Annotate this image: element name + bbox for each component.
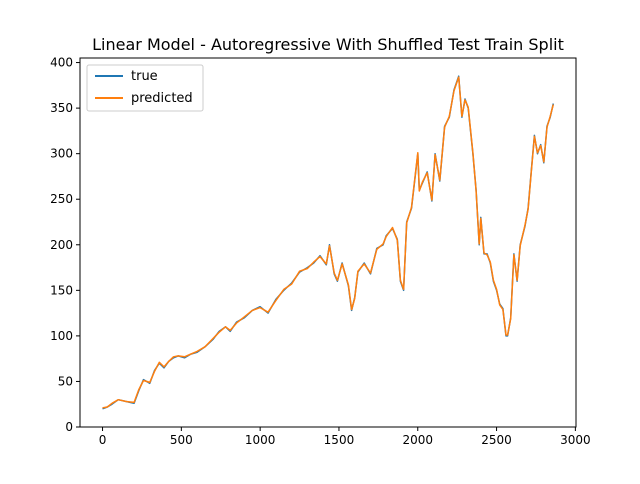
y-tick-label: 300 bbox=[50, 147, 73, 161]
x-tick-label: 2500 bbox=[481, 433, 512, 447]
legend: true predicted bbox=[86, 64, 204, 112]
axis-layer: 0 500 1000 1500 2000 2500 3000 0 50 100 150 200 250 3… bbox=[50, 56, 591, 447]
series-line-predicted bbox=[102, 76, 555, 409]
x-tick-label: 1500 bbox=[324, 433, 355, 447]
x-tick-label: 500 bbox=[170, 433, 193, 447]
y-tick-label: 100 bbox=[50, 329, 73, 343]
y-tick-label: 350 bbox=[50, 101, 73, 115]
plot-layer bbox=[102, 75, 555, 410]
x-tick-label: 0 bbox=[99, 433, 107, 447]
x-tick-label: 1000 bbox=[245, 433, 276, 447]
x-tick-label: 2000 bbox=[402, 433, 433, 447]
legend-label-true: true bbox=[131, 69, 158, 84]
y-tick-label: 50 bbox=[58, 374, 73, 388]
y-tick-label: 150 bbox=[50, 283, 73, 297]
x-tick-label: 3000 bbox=[560, 433, 591, 447]
legend-label-predicted: predicted bbox=[131, 91, 193, 106]
plot-frame bbox=[79, 57, 577, 428]
y-tick-label: 400 bbox=[50, 56, 73, 70]
y-tick-label: 200 bbox=[50, 238, 73, 252]
y-tick-label: 250 bbox=[50, 192, 73, 206]
chart-title: Linear Model - Autoregressive With Shuff… bbox=[92, 35, 564, 54]
y-tick-label: 0 bbox=[65, 420, 73, 434]
